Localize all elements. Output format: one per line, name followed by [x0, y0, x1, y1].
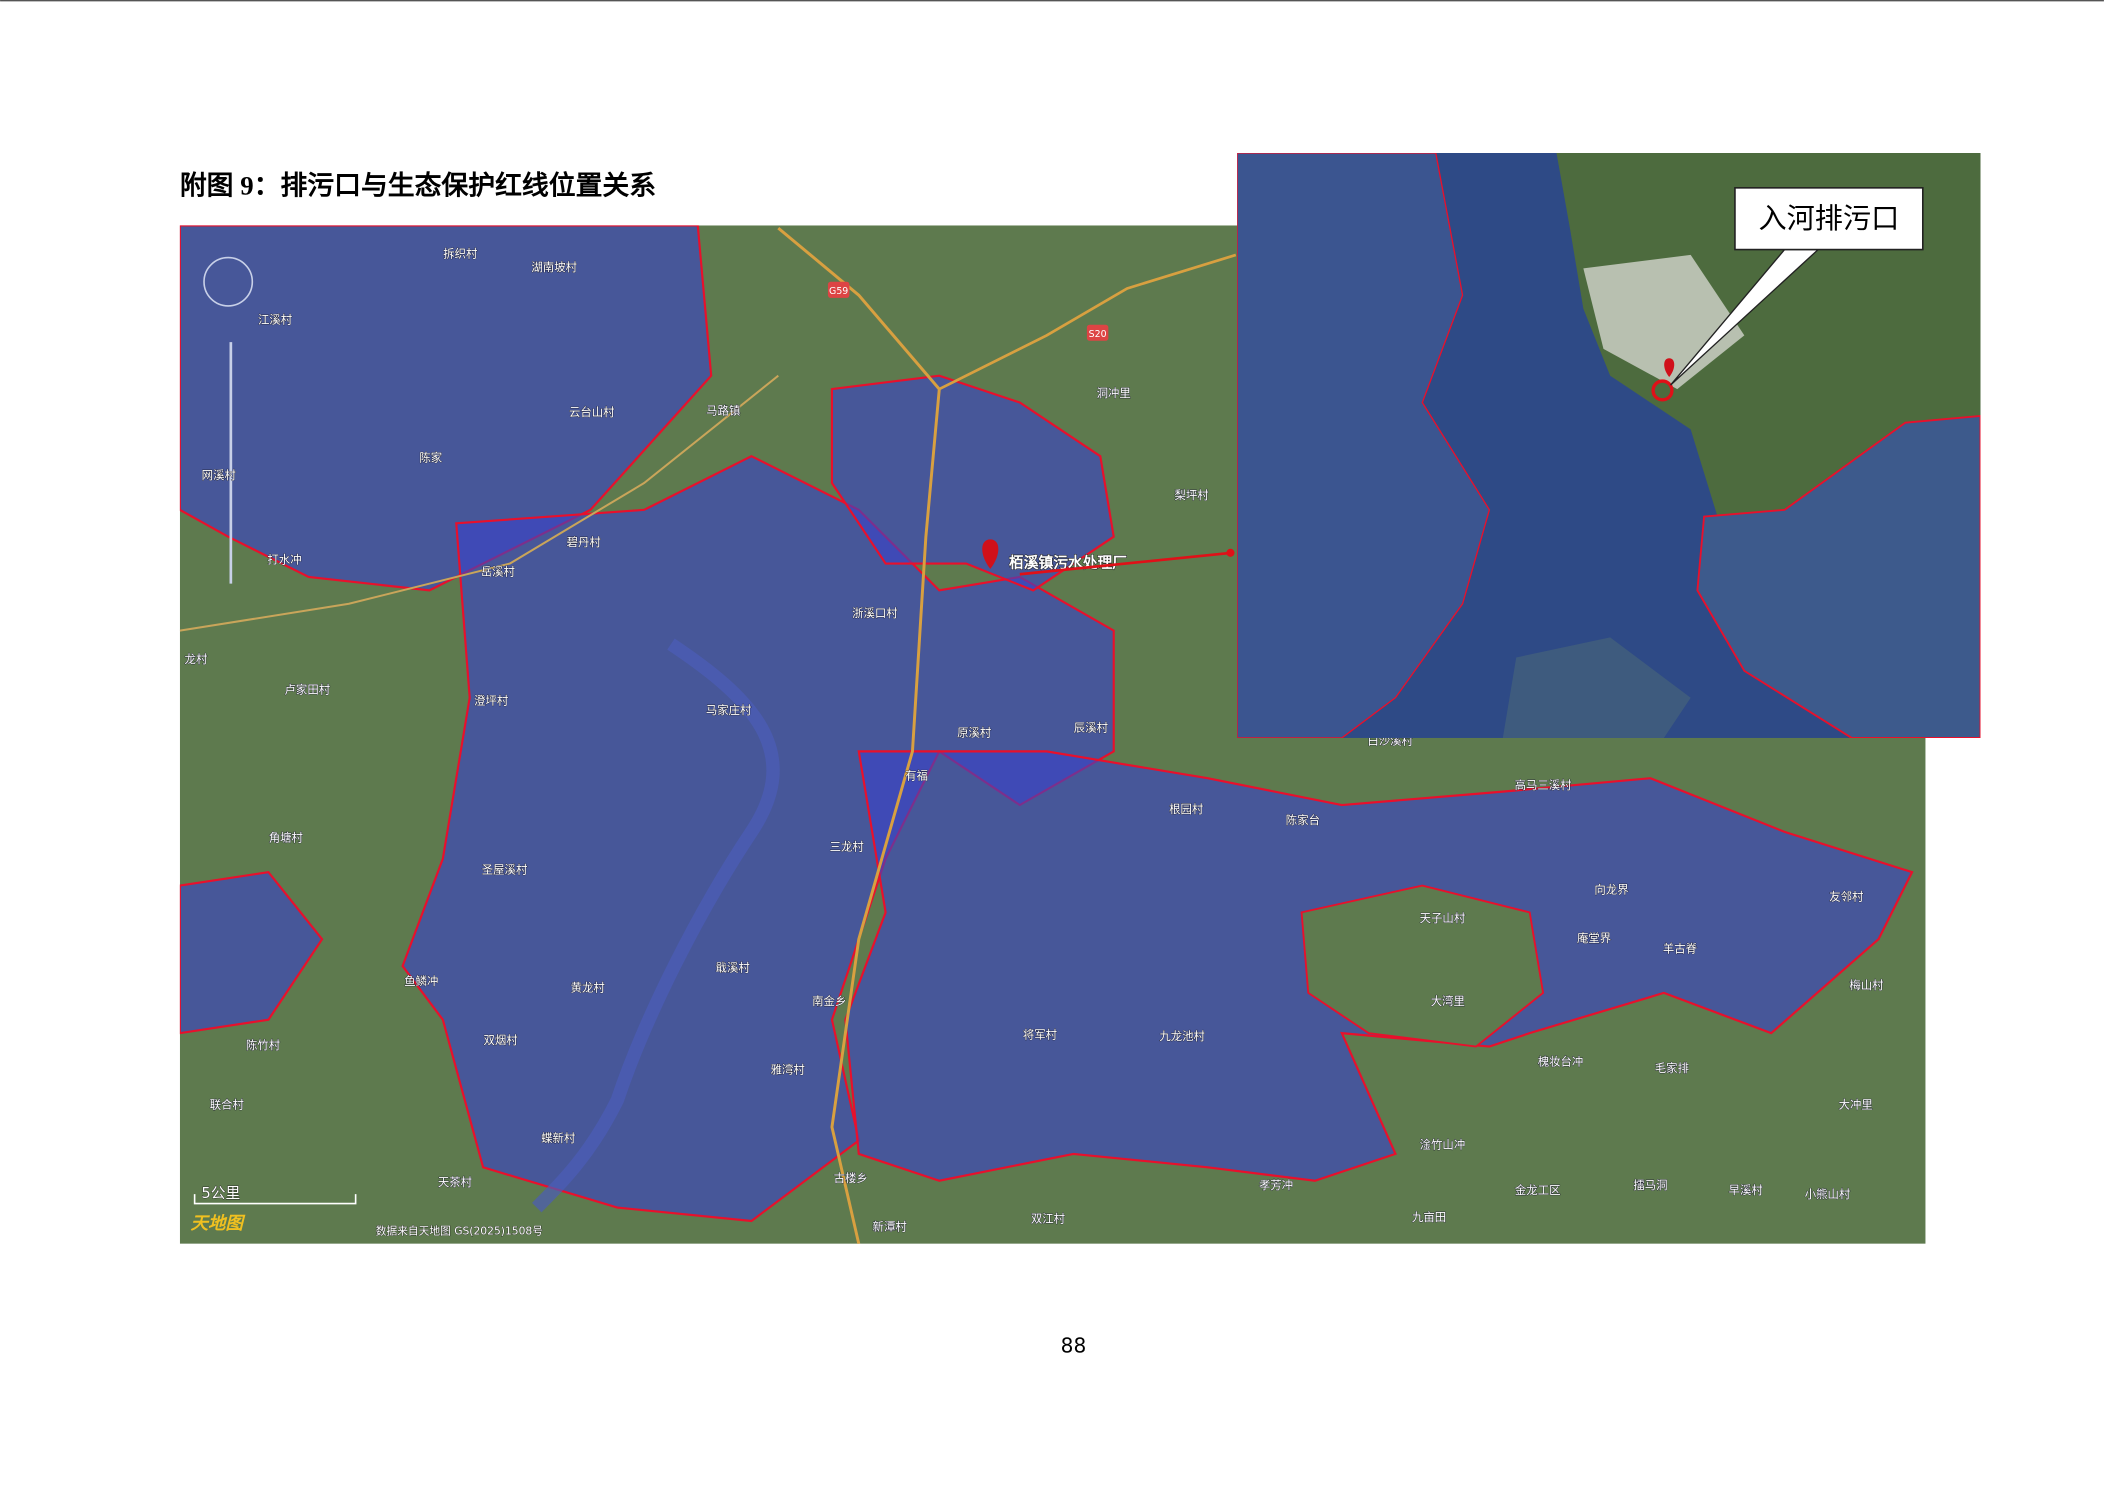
place-label: 雅湾村	[771, 1062, 805, 1076]
place-label: 淦竹山冲	[1420, 1138, 1466, 1152]
place-label: 高马三溪村	[1515, 778, 1572, 792]
leader-arrow	[1019, 551, 1232, 576]
redline-zone	[830, 374, 1115, 592]
place-label: 联合村	[210, 1097, 244, 1111]
place-label: 有福	[905, 769, 928, 783]
page-number: 88	[1061, 1333, 1087, 1357]
road	[938, 253, 1237, 391]
road-shield	[827, 281, 850, 298]
road-label: S20	[1089, 329, 1107, 340]
place-label: 三龙村	[830, 840, 864, 854]
outfall-pin	[1664, 358, 1675, 378]
facility-pin	[982, 539, 999, 569]
place-label: 早溪村	[1729, 1183, 1763, 1197]
place-label: 蝶新村	[541, 1131, 575, 1145]
place-label: 浙溪口村	[852, 606, 898, 620]
place-label: 江溪村	[258, 312, 292, 326]
place-label: 羊古脊	[1663, 942, 1698, 956]
redline-zone	[179, 225, 713, 592]
place-label: 九龙池村	[1159, 1029, 1205, 1043]
river	[532, 638, 780, 1213]
place-label: 毛家排	[1655, 1061, 1689, 1075]
place-label: 卢家田村	[285, 683, 331, 697]
place-label: 戢溪村	[716, 960, 750, 974]
place-label: 金龙工区	[1515, 1183, 1561, 1197]
plant-site	[1583, 254, 1745, 390]
logo: 天地图	[191, 1214, 246, 1234]
callout-box	[1734, 187, 1924, 251]
place-label: 鱼鳞冲	[404, 974, 438, 988]
place-label: 大冲里	[1839, 1097, 1873, 1111]
place-label: 打水冲	[267, 553, 301, 567]
outfall-marker	[1651, 379, 1674, 402]
place-label: 梨坪村	[1174, 488, 1208, 502]
place-label: 马家庄村	[706, 703, 752, 717]
shore	[1502, 637, 1691, 738]
place-label: 擂马洞	[1633, 1178, 1667, 1192]
scale-bar	[193, 1194, 357, 1205]
road	[179, 374, 779, 632]
place-label: 岳溪村	[481, 565, 515, 579]
road	[777, 226, 941, 1244]
place-label: 天茶村	[438, 1175, 472, 1189]
place-label: 双江村	[1031, 1211, 1065, 1225]
place-label: 孝芳冲	[1259, 1178, 1293, 1192]
place-label: 云台山村	[569, 405, 615, 419]
place-label: 大湾里	[1431, 994, 1465, 1008]
redline-zone	[1696, 414, 1981, 738]
place-label: 碧丹村	[567, 535, 601, 549]
place-label: 龙村	[185, 652, 208, 666]
place-label: 庵堂界	[1577, 931, 1611, 945]
callout-text: 入河排污口	[1758, 203, 1899, 235]
place-label: 洞冲里	[1097, 386, 1131, 400]
road-shield	[1086, 324, 1109, 341]
place-label: 小熊山村	[1805, 1187, 1851, 1201]
place-label: 黄龙村	[571, 981, 605, 995]
attribution: 数据来自天地图 GS(2025)1508号	[376, 1224, 543, 1237]
place-label: 天子山村	[1420, 911, 1466, 925]
place-label: 双烟村	[483, 1033, 517, 1047]
place-label: 陈竹村	[246, 1038, 280, 1052]
place-label: 角塘村	[269, 830, 303, 844]
road-label: G59	[829, 286, 848, 297]
place-label: 网溪村	[202, 468, 236, 482]
place-label: 拆织村	[443, 247, 477, 261]
place-label: 古楼乡	[834, 1171, 868, 1185]
place-label: 陈家台	[1286, 813, 1320, 827]
inset-map: 入河排污口	[1237, 152, 1981, 738]
place-label: 将军村	[1023, 1028, 1057, 1042]
place-label: 新潭村	[873, 1219, 907, 1233]
place-label: 辰溪村	[1074, 720, 1108, 734]
redline-zone	[179, 870, 324, 1035]
place-label: 澄坪村	[474, 693, 508, 707]
arrow-head	[1226, 548, 1235, 557]
scale-label: 5公里	[201, 1185, 240, 1202]
place-label: 原溪村	[957, 726, 991, 740]
place-label: 梅山村	[1849, 978, 1883, 992]
nav-control[interactable]	[203, 256, 254, 307]
place-label: 向龙界	[1594, 883, 1628, 897]
figure-title: 附图 9：排污口与生态保护红线位置关系	[180, 170, 656, 201]
place-label: 陈家	[419, 451, 442, 465]
place-label: 九亩田	[1412, 1210, 1446, 1224]
place-label: 湖南坡村	[531, 260, 577, 274]
place-label: 友邻村	[1829, 889, 1863, 903]
place-label: 根园村	[1169, 802, 1203, 816]
place-label: 槐妆台冲	[1538, 1054, 1584, 1068]
redline-zone	[1237, 152, 1491, 738]
place-label: 南金乡	[812, 994, 846, 1008]
place-label: 马路镇	[706, 404, 740, 418]
place-label: 圣屋溪村	[482, 862, 528, 876]
enclave	[1300, 884, 1545, 1048]
